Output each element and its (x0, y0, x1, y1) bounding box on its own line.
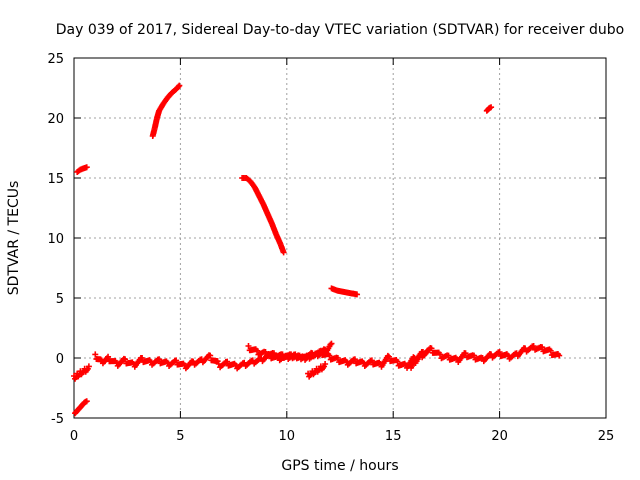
data-point (139, 355, 146, 361)
data-point (207, 352, 214, 359)
y-tick-label: 10 (47, 232, 64, 247)
y-tick-label: 15 (47, 172, 64, 187)
data-point (85, 363, 92, 370)
data-point (488, 104, 495, 111)
x-tick-label: 15 (385, 429, 402, 444)
data-point (176, 82, 183, 89)
chart-title: Day 039 of 2017, Sidereal Day-to-day VTE… (56, 22, 624, 38)
data-point (394, 358, 401, 365)
data-point (262, 349, 269, 355)
y-tick-label: 5 (56, 292, 64, 307)
data-point (368, 357, 375, 364)
data-point (271, 350, 278, 357)
data-point (105, 353, 112, 360)
y-tick-label: 25 (47, 52, 64, 67)
data-point (462, 350, 469, 357)
data-point (156, 356, 163, 363)
data-point (385, 353, 392, 360)
x-tick-label: 20 (491, 429, 508, 444)
data-point (288, 351, 295, 358)
x-tick-label: 5 (176, 429, 184, 444)
data-point (328, 340, 335, 347)
data-point (83, 164, 90, 171)
x-axis-label: GPS time / hours (281, 458, 398, 474)
data-point (326, 352, 333, 359)
data-point (224, 358, 231, 365)
data-point-fill (327, 341, 334, 348)
x-tick-label: 25 (598, 429, 615, 444)
data-point (322, 361, 329, 367)
data-point (539, 344, 546, 351)
data-point (122, 356, 129, 363)
y-tick-label: 0 (56, 352, 64, 367)
y-axis-label: SDTVAR / TECUs (6, 181, 22, 296)
data-point (471, 352, 478, 359)
data-point (530, 343, 537, 349)
data-point (437, 351, 444, 358)
data-point (556, 352, 563, 359)
data-point (424, 347, 431, 354)
x-tick-label: 0 (70, 429, 78, 444)
data-point (254, 347, 261, 354)
data-point (173, 357, 180, 364)
data-point (428, 345, 435, 352)
data-point (496, 349, 503, 355)
data-point (354, 291, 361, 298)
data-point-fill (214, 358, 221, 365)
data-point (245, 343, 252, 349)
data-point (83, 398, 90, 405)
data-point (92, 351, 99, 358)
data-point (351, 356, 358, 363)
data-points (71, 82, 563, 417)
y-tick-label: -5 (51, 412, 64, 427)
y-tick-label: 20 (47, 112, 64, 127)
data-point (445, 352, 452, 359)
axis-ticks: 0 5 10 15 20 25 -5 0 5 10 15 20 25 (47, 52, 614, 444)
data-point (547, 347, 554, 354)
data-point (334, 355, 341, 361)
data-point-fill (384, 352, 391, 359)
x-tick-label: 10 (279, 429, 296, 444)
data-point (280, 249, 287, 256)
